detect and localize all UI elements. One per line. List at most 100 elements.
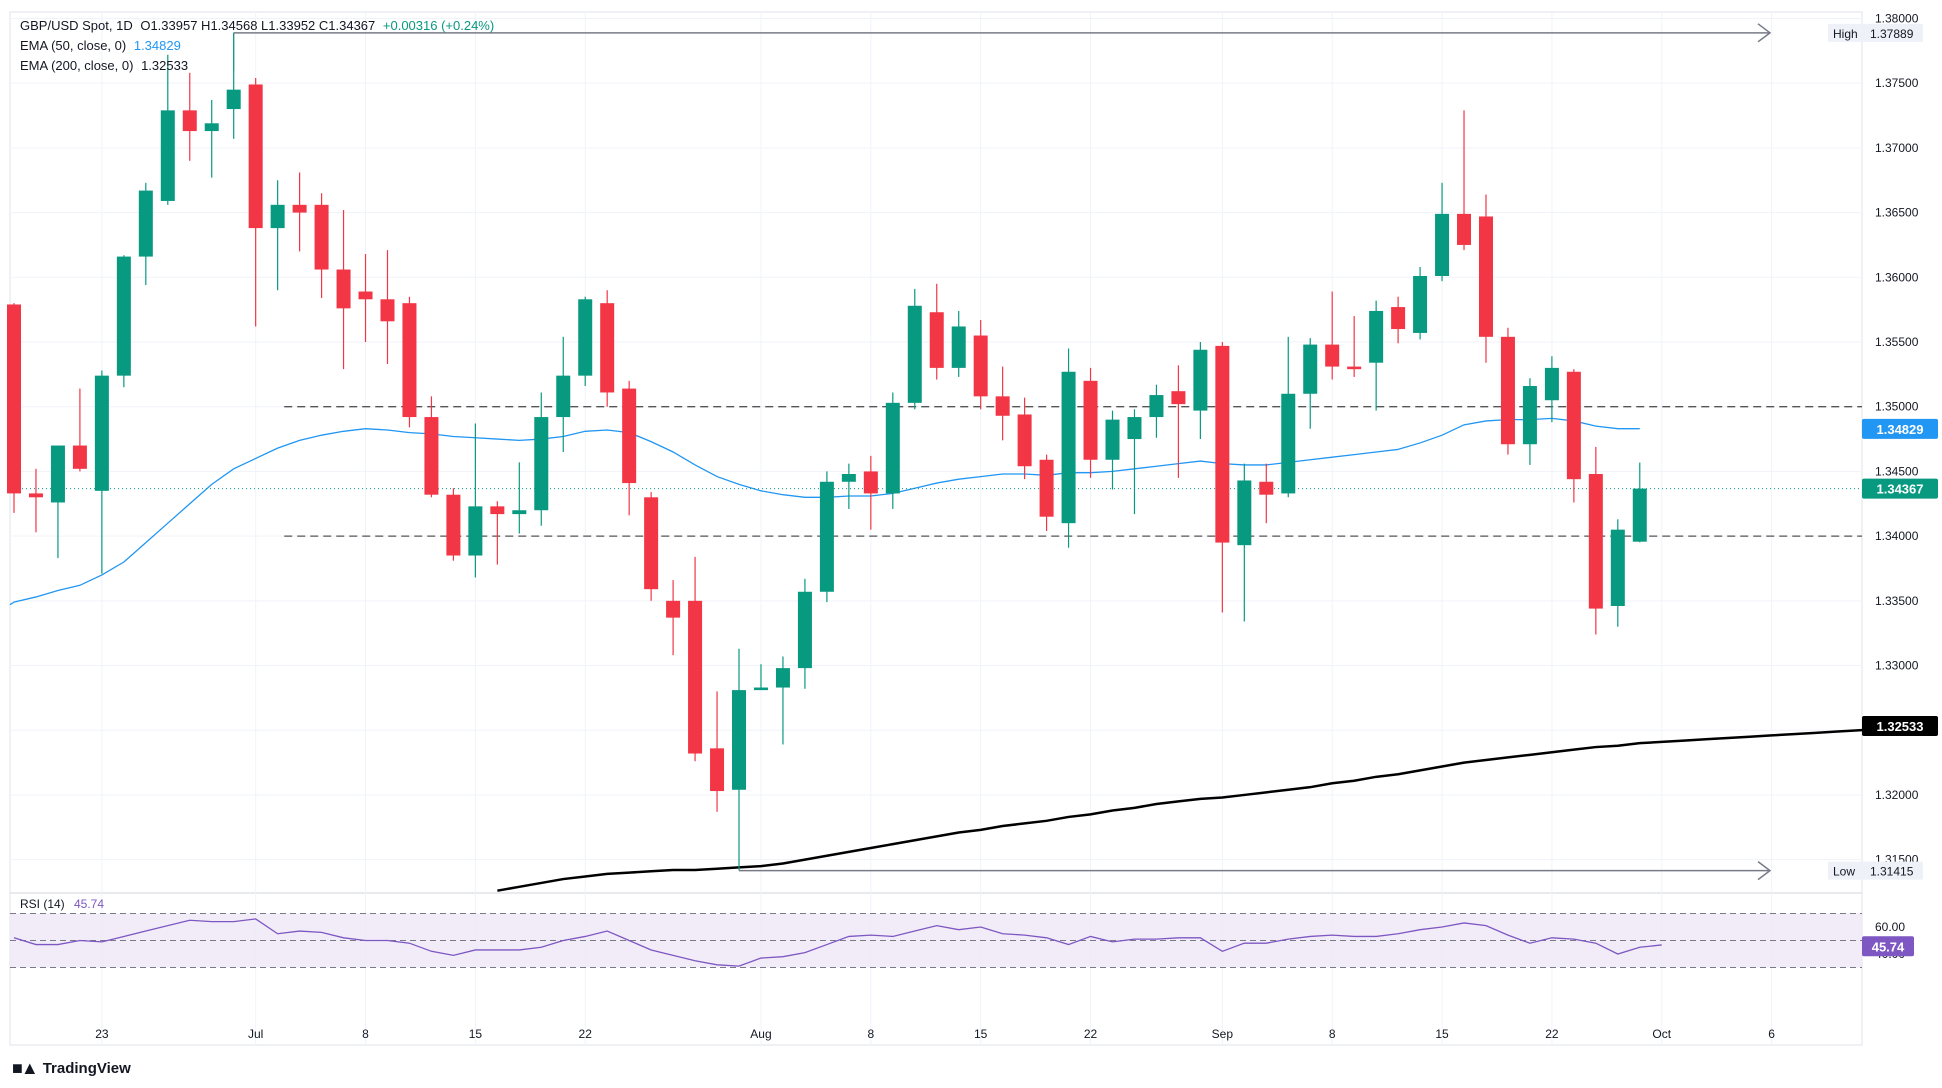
last-price-tag: 1.34367 <box>1877 482 1924 497</box>
ema200-line <box>497 725 1926 892</box>
candle-body <box>1061 371 1076 524</box>
candle-body <box>314 204 329 270</box>
candle <box>929 283 944 380</box>
candle-body <box>819 481 834 592</box>
ema200-legend: EMA (200, close, 0) 1.32533 <box>20 58 188 73</box>
candle-body <box>578 299 593 376</box>
candle <box>907 288 922 410</box>
candle-body <box>907 305 922 403</box>
candle <box>1039 454 1054 531</box>
candle <box>1171 365 1186 478</box>
tradingview-brand[interactable]: ■▲ TradingView <box>12 1058 131 1079</box>
candle <box>1105 410 1120 490</box>
candle <box>1566 369 1581 503</box>
candle-body <box>72 445 87 469</box>
x-tick-label: 8 <box>867 1027 874 1041</box>
candle <box>204 100 219 178</box>
candle-body <box>1478 216 1493 337</box>
candle-body <box>1457 213 1472 245</box>
candle <box>841 463 856 509</box>
candle <box>1149 384 1164 438</box>
candle-body <box>1083 380 1098 460</box>
candle-body <box>270 204 285 229</box>
candle <box>1500 327 1515 455</box>
ema50-line <box>9 417 1640 606</box>
candle <box>512 462 527 534</box>
candle-body <box>1259 481 1274 495</box>
candle-body <box>116 256 131 376</box>
candle <box>644 492 659 601</box>
candle <box>358 254 373 342</box>
candle-body <box>292 204 307 213</box>
candle <box>94 370 109 574</box>
candle <box>1325 291 1340 380</box>
candle <box>28 468 43 533</box>
plot-frame <box>9 11 1863 1046</box>
candle-body <box>490 506 505 515</box>
candle-body <box>28 493 43 498</box>
candle <box>1478 194 1493 363</box>
candle <box>1588 446 1603 635</box>
candle-body <box>1610 529 1625 606</box>
y-tick-label: 1.35000 <box>1875 400 1919 414</box>
candle <box>1193 342 1208 440</box>
candle-body <box>1215 345 1230 543</box>
ema50-price-tag-bg <box>1862 418 1938 439</box>
candle-body <box>753 687 768 691</box>
candle-body <box>995 396 1010 416</box>
candle <box>1347 316 1362 377</box>
candle-body <box>775 668 790 688</box>
x-tick-label: 22 <box>579 1027 593 1041</box>
candle-body <box>863 471 878 494</box>
candle <box>1391 296 1406 344</box>
candle <box>622 380 637 516</box>
candle-body <box>951 326 966 368</box>
y-tick-label: 1.35500 <box>1875 335 1919 349</box>
candle <box>1457 110 1472 251</box>
candle <box>446 488 461 561</box>
candle-body <box>885 402 900 494</box>
candle-body <box>204 123 219 132</box>
candle-body <box>1566 371 1581 480</box>
candle-body <box>1435 213 1450 276</box>
candle <box>424 396 439 498</box>
candle <box>578 296 593 386</box>
candle-body <box>402 303 417 418</box>
candle-body <box>973 335 988 397</box>
rsi-tag-bg <box>1862 936 1914 957</box>
candle <box>468 423 483 578</box>
y-tick-label: 1.37000 <box>1875 141 1919 155</box>
last-price-tag-bg <box>1862 478 1938 499</box>
candle-body <box>688 600 703 754</box>
candle-body <box>600 303 615 393</box>
x-tick-label: 15 <box>974 1027 988 1041</box>
candle-body <box>358 291 373 300</box>
candle-body <box>424 417 439 495</box>
y-tick-label: 1.32000 <box>1875 788 1919 802</box>
candle <box>885 392 900 509</box>
rsi-tag: 45.74 <box>1872 939 1905 954</box>
candle-body <box>1171 391 1186 405</box>
candle-body <box>1347 366 1362 370</box>
candle <box>336 210 351 370</box>
candle <box>1435 182 1450 282</box>
rsi-line <box>13 918 1662 967</box>
ema200-price-tag-bg <box>1862 715 1938 736</box>
candle <box>534 392 549 526</box>
candle <box>688 556 703 762</box>
candle <box>973 320 988 410</box>
candle <box>600 290 615 407</box>
candle-body <box>1193 349 1208 411</box>
candle <box>270 180 285 291</box>
candle <box>402 296 417 428</box>
candle-body <box>1413 276 1428 333</box>
candle-body <box>666 600 681 618</box>
high-marker-value: 1.37889 <box>1870 27 1914 41</box>
symbol-title: GBP/USD Spot, 1D <box>20 18 133 33</box>
candle <box>50 445 65 559</box>
candle-body <box>1325 344 1340 367</box>
x-tick-label: 8 <box>1329 1027 1336 1041</box>
y-tick-label: 1.36500 <box>1875 206 1919 220</box>
candle <box>1259 463 1274 524</box>
